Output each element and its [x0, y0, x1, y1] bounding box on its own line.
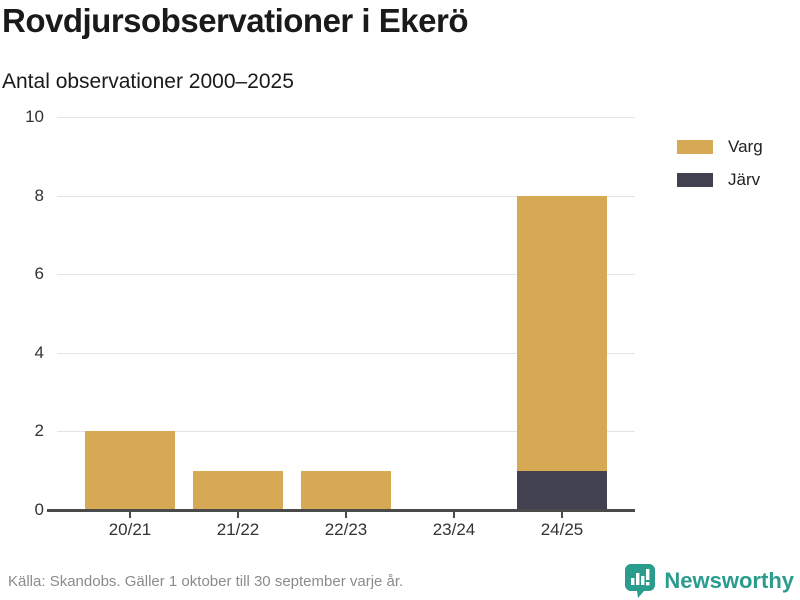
legend-item-varg: Varg: [677, 137, 763, 157]
x-axis-tick-label: 21/22: [216, 520, 260, 539]
y-axis-tick-label: 0: [34, 500, 44, 519]
bar-22-23-varg: [301, 471, 391, 510]
x-axis-line: [47, 509, 635, 512]
gridline-y2: [57, 431, 635, 432]
gridline-y6: [57, 274, 635, 275]
x-axis-tick: [453, 512, 455, 518]
legend-label: Varg: [728, 137, 763, 156]
gridline-y4: [57, 353, 635, 354]
gridline-y8: [57, 196, 635, 197]
x-axis-tick-label: 20/21: [108, 520, 152, 539]
x-axis-tick-label: 24/25: [540, 520, 584, 539]
gridline-y10: [57, 117, 635, 118]
bar-20-21-varg: [85, 431, 175, 510]
x-axis-tick: [345, 512, 347, 518]
chart-subtitle: Antal observationer 2000–2025: [2, 70, 294, 93]
page-title: Rovdjursobservationer i Ekerö: [2, 2, 468, 39]
bar-24-25-järv: [517, 471, 607, 510]
bar-21-22-varg: [193, 471, 283, 510]
x-axis-tick: [237, 512, 239, 518]
legend-label: Järv: [728, 170, 761, 189]
x-axis-tick-label: 23/24: [432, 520, 476, 539]
newsworthy-logo: Newsworthy: [624, 563, 794, 599]
y-axis-tick-label: 4: [34, 343, 44, 362]
x-axis-tick: [129, 512, 131, 518]
x-axis-tick-label: 22/23: [324, 520, 368, 539]
x-axis-tick: [561, 512, 563, 518]
source-note: Källa: Skandobs. Gäller 1 oktober till 3…: [8, 573, 404, 590]
y-axis-tick-label: 2: [34, 421, 44, 440]
newsworthy-bubble-chart-icon: [625, 564, 656, 598]
y-axis-tick-label: 8: [34, 186, 44, 205]
bar-24-25-varg: [517, 196, 607, 471]
y-axis-tick-label: 6: [34, 264, 44, 283]
legend-swatch-varg: [677, 140, 713, 154]
legend-item-järv: Järv: [677, 170, 763, 190]
legend-swatch-järv: [677, 173, 713, 187]
chart-legend: Varg Järv: [677, 137, 763, 203]
y-axis-tick-label: 10: [25, 107, 44, 126]
brand-name: Newsworthy: [664, 568, 794, 593]
